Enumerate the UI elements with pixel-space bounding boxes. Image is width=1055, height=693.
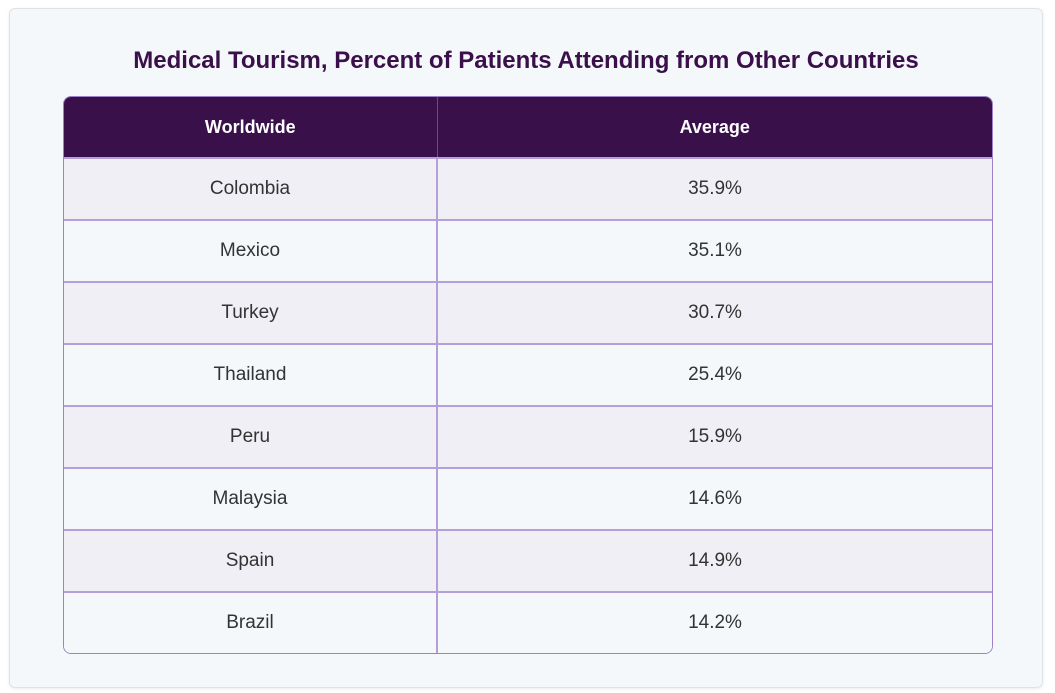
country-cell: Thailand — [64, 343, 438, 406]
table-row: Spain 14.9% — [64, 529, 992, 592]
country-cell: Spain — [64, 529, 438, 592]
country-cell: Peru — [64, 405, 438, 468]
table-row: Colombia 35.9% — [64, 157, 992, 220]
country-cell: Turkey — [64, 281, 438, 344]
country-cell: Colombia — [64, 157, 438, 220]
column-header-worldwide: Worldwide — [64, 97, 438, 158]
average-cell: 15.9% — [437, 405, 992, 468]
country-cell: Mexico — [64, 219, 438, 282]
table-row: Malaysia 14.6% — [64, 467, 992, 530]
page-title: Medical Tourism, Percent of Patients Att… — [133, 47, 919, 74]
table-row: Brazil 14.2% — [64, 591, 992, 653]
table-header-row: Worldwide Average — [64, 97, 992, 158]
table-row: Peru 15.9% — [64, 405, 992, 468]
table-row: Mexico 35.1% — [64, 219, 992, 282]
table-body: Colombia 35.9% Mexico 35.1% Turkey 30.7% Thail… — [64, 157, 992, 653]
average-cell: 35.1% — [437, 219, 992, 282]
column-header-average: Average — [437, 97, 992, 158]
country-cell: Brazil — [64, 591, 438, 653]
average-cell: 30.7% — [437, 281, 992, 344]
table-row: Turkey 30.7% — [64, 281, 992, 344]
data-table-container: Worldwide Average Colombia 35.9% Mexico 35.… — [63, 96, 993, 654]
country-cell: Malaysia — [64, 467, 438, 530]
data-table: Worldwide Average Colombia 35.9% Mexico 35.… — [64, 97, 992, 653]
average-cell: 14.6% — [437, 467, 992, 530]
average-cell: 14.9% — [437, 529, 992, 592]
average-cell: 35.9% — [437, 157, 992, 220]
average-cell: 25.4% — [437, 343, 992, 406]
table-card: Medical Tourism, Percent of Patients Att… — [9, 8, 1043, 688]
table-row: Thailand 25.4% — [64, 343, 992, 406]
average-cell: 14.2% — [437, 591, 992, 653]
